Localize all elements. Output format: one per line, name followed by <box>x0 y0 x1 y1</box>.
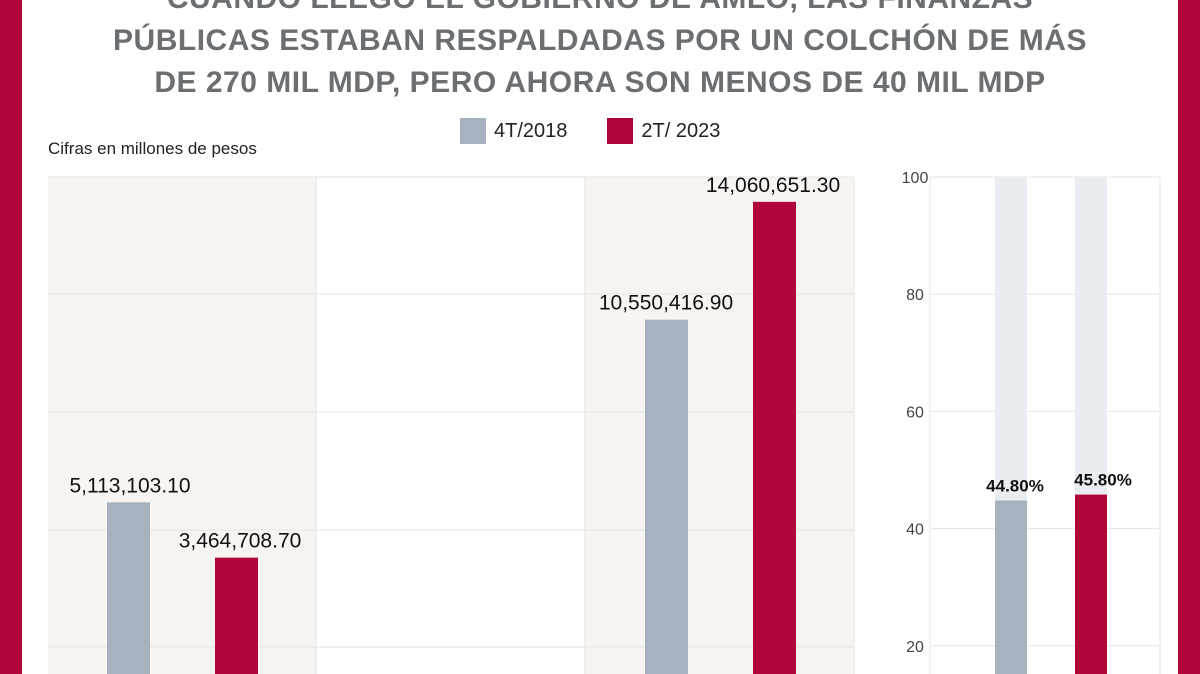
value-label-2023-group-2: 14,060,651.30 <box>706 174 840 197</box>
frame-left-border <box>0 0 22 674</box>
legend-label-2018: 4T/2018 <box>494 119 568 142</box>
value-label-2018-group-2: 10,550,416.90 <box>599 292 733 315</box>
bar-2023-group-1 <box>215 557 258 674</box>
frame-right-border <box>1178 0 1200 674</box>
legend-item-2023: 2T/ 2023 <box>607 118 720 144</box>
pct-tick-label-20: 20 <box>906 639 924 656</box>
main-bar-chart: 5,113,103.10 10,550,416.90 3,464,708.70 14,… <box>48 174 855 674</box>
legend-label-2023: 2T/ 2023 <box>641 119 721 142</box>
pct-tick-label-40: 40 <box>906 522 924 539</box>
chart-panel-bg-2 <box>316 177 585 674</box>
pct-value-label-2023: 45.80% <box>1074 471 1132 490</box>
legend: 4T/2018 2T/ 2023 <box>460 118 746 144</box>
legend-item-2018: 4T/2018 <box>460 118 567 144</box>
pct-tick-label-80: 80 <box>906 287 924 304</box>
pct-bar-2018 <box>995 500 1027 674</box>
chart-subtitle: Cifras en millones de pesos <box>48 139 257 158</box>
percent-bar-chart: 100 80 60 40 20 44.80% 45.80% <box>885 170 1161 674</box>
value-label-2018-group-1: 5,113,103.10 <box>69 474 190 497</box>
pct-value-label-2018: 44.80% <box>986 476 1044 495</box>
pct-tick-label-60: 60 <box>906 404 924 421</box>
main-chart-svg: 5,113,103.10 10,550,416.90 3,464,708.70 14,… <box>48 174 855 674</box>
chart-title: CUANDO LLEGÓ EL GOBIERNO DE AMLO, LAS FI… <box>113 0 1087 99</box>
bar-2023-group-2 <box>753 201 796 674</box>
value-label-2023-group-1: 3,464,708.70 <box>179 530 302 553</box>
chart-panel-bg-1 <box>48 177 316 674</box>
chart-panel-bg-3 <box>585 177 854 674</box>
pct-tick-label-100: 100 <box>902 170 929 187</box>
bar-2018-group-1 <box>107 502 150 674</box>
percent-chart-svg: 100 80 60 40 20 44.80% 45.80% <box>902 170 1161 674</box>
legend-swatch-2023 <box>607 118 634 144</box>
pct-bar-2023 <box>1075 494 1107 674</box>
bar-2018-group-2 <box>645 319 688 674</box>
legend-swatch-2018 <box>460 118 486 144</box>
